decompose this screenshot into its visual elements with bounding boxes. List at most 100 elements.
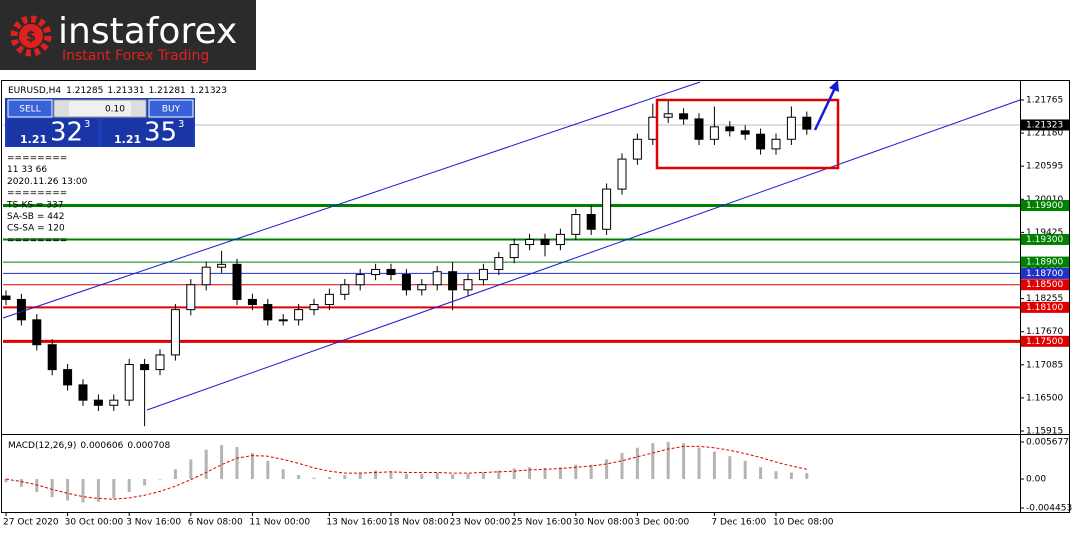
- candle-body: [201, 266, 211, 286]
- level-label: 1.19900: [1026, 201, 1063, 211]
- level-tag: [1021, 233, 1069, 245]
- x-tick-label: 23 Nov 00:00: [450, 518, 511, 528]
- lot-up[interactable]: [131, 101, 145, 116]
- candle-body: [324, 293, 334, 306]
- candle-body: [786, 116, 796, 140]
- candle-body: [432, 271, 442, 286]
- macd-bar: [35, 478, 39, 493]
- y-tick-label: 1.18255: [1026, 294, 1063, 304]
- macd-bar: [297, 475, 301, 479]
- y-tick-label: 1.15915: [1026, 427, 1063, 437]
- macd-bar: [266, 460, 270, 479]
- y-tick-label: 1.17085: [1026, 360, 1063, 370]
- macd-bar: [343, 475, 347, 479]
- info-line: ========: [7, 235, 67, 245]
- candle-body: [709, 126, 719, 140]
- macd-bar: [158, 478, 162, 480]
- sell-label[interactable]: SELL: [19, 105, 40, 115]
- candle-body: [232, 263, 242, 300]
- macd-bar: [451, 474, 455, 479]
- channel-upper: [2, 81, 701, 319]
- indicator-value: 0.000708: [127, 441, 170, 451]
- y-tick-label: 1.20595: [1026, 162, 1063, 172]
- macd-bar: [50, 478, 54, 498]
- candle-body: [371, 268, 381, 276]
- macd-bar: [774, 471, 778, 479]
- lot-input[interactable]: [53, 99, 147, 118]
- symbol-title: EURUSD,H4: [8, 86, 61, 96]
- candle-body: [632, 138, 642, 160]
- candle-body: [417, 284, 427, 291]
- level-tag: [1021, 301, 1069, 313]
- candle-body: [124, 364, 134, 401]
- signal-line: [5, 445, 807, 500]
- macd-bar: [312, 477, 316, 479]
- indicator-label: MACD(12,26,9) 0.000606 0.000708: [8, 441, 171, 451]
- level-tag: [1021, 279, 1069, 291]
- level-label: 1.18700: [1026, 269, 1063, 279]
- candle-body: [355, 274, 365, 286]
- macd-bar: [143, 478, 147, 486]
- macd-bar: [789, 472, 793, 479]
- x-tick-label: 30 Oct 00:00: [65, 518, 124, 528]
- macd-bar: [743, 460, 747, 479]
- level-label: 1.19300: [1026, 235, 1063, 245]
- candle-body: [555, 233, 565, 246]
- macd-bar: [589, 464, 593, 479]
- sell-price-box[interactable]: [7, 119, 98, 146]
- macd-bar: [712, 451, 716, 479]
- x-tick-label: 27 Oct 2020: [3, 518, 59, 528]
- y-tick-label: 0.00: [1026, 474, 1046, 484]
- buy-price-box[interactable]: [102, 119, 193, 146]
- quote: 1.21331: [107, 86, 144, 96]
- candle-body: [1, 295, 11, 300]
- candle-body: [694, 118, 704, 140]
- x-tick-label: 3 Nov 16:00: [126, 518, 181, 528]
- info-line: TS-KS = 337: [6, 200, 64, 210]
- candle-body: [802, 116, 812, 130]
- macd-bar: [666, 441, 670, 479]
- candle-body: [602, 188, 612, 230]
- macd-bar: [497, 470, 501, 479]
- macd-bar: [466, 473, 470, 479]
- lot-value[interactable]: 0.10: [105, 105, 125, 115]
- quote: 1.21285: [66, 86, 103, 96]
- y-tick-label: 1.20010: [1026, 195, 1063, 205]
- info-line: SA-SB = 442: [7, 212, 64, 222]
- candle-body: [494, 257, 504, 270]
- candle-body: [294, 309, 304, 321]
- sell-button[interactable]: [7, 99, 53, 118]
- macd-bar: [435, 472, 439, 479]
- candle-body: [309, 304, 319, 311]
- candle-body: [463, 279, 473, 291]
- quote: 1.21323: [190, 86, 227, 96]
- candle-body: [740, 130, 750, 135]
- y-tick-label: 1.19425: [1026, 228, 1063, 238]
- candle-body: [725, 126, 735, 132]
- macd-bar: [682, 443, 686, 479]
- candle-body: [448, 271, 458, 291]
- macd-bar: [4, 478, 8, 483]
- candle-body: [47, 344, 57, 371]
- macd-bar: [728, 456, 732, 479]
- lot-down[interactable]: [55, 101, 69, 116]
- macd-bar: [358, 472, 362, 479]
- macd-bar: [327, 477, 331, 479]
- buy-button[interactable]: [148, 99, 194, 118]
- candle-body: [263, 304, 273, 321]
- level-label: 1.18500: [1026, 280, 1063, 290]
- macd-bar: [697, 447, 701, 479]
- candle-body: [617, 158, 627, 190]
- current-price-label: 1.21323: [1026, 120, 1063, 130]
- level-tag: [1021, 200, 1069, 212]
- trade-panel: SELL 0.10 BUY 1.21 32 3 1.21 35 3: [5, 98, 195, 148]
- chart-frame: [1, 80, 1070, 513]
- buy-label[interactable]: BUY: [162, 105, 181, 115]
- macd-bar: [651, 443, 655, 479]
- candle-body: [140, 364, 150, 371]
- macd-bar: [127, 478, 131, 493]
- macd-bar: [404, 473, 408, 479]
- x-tick-label: 30 Nov 08:00: [573, 518, 634, 528]
- candle-body: [278, 319, 288, 322]
